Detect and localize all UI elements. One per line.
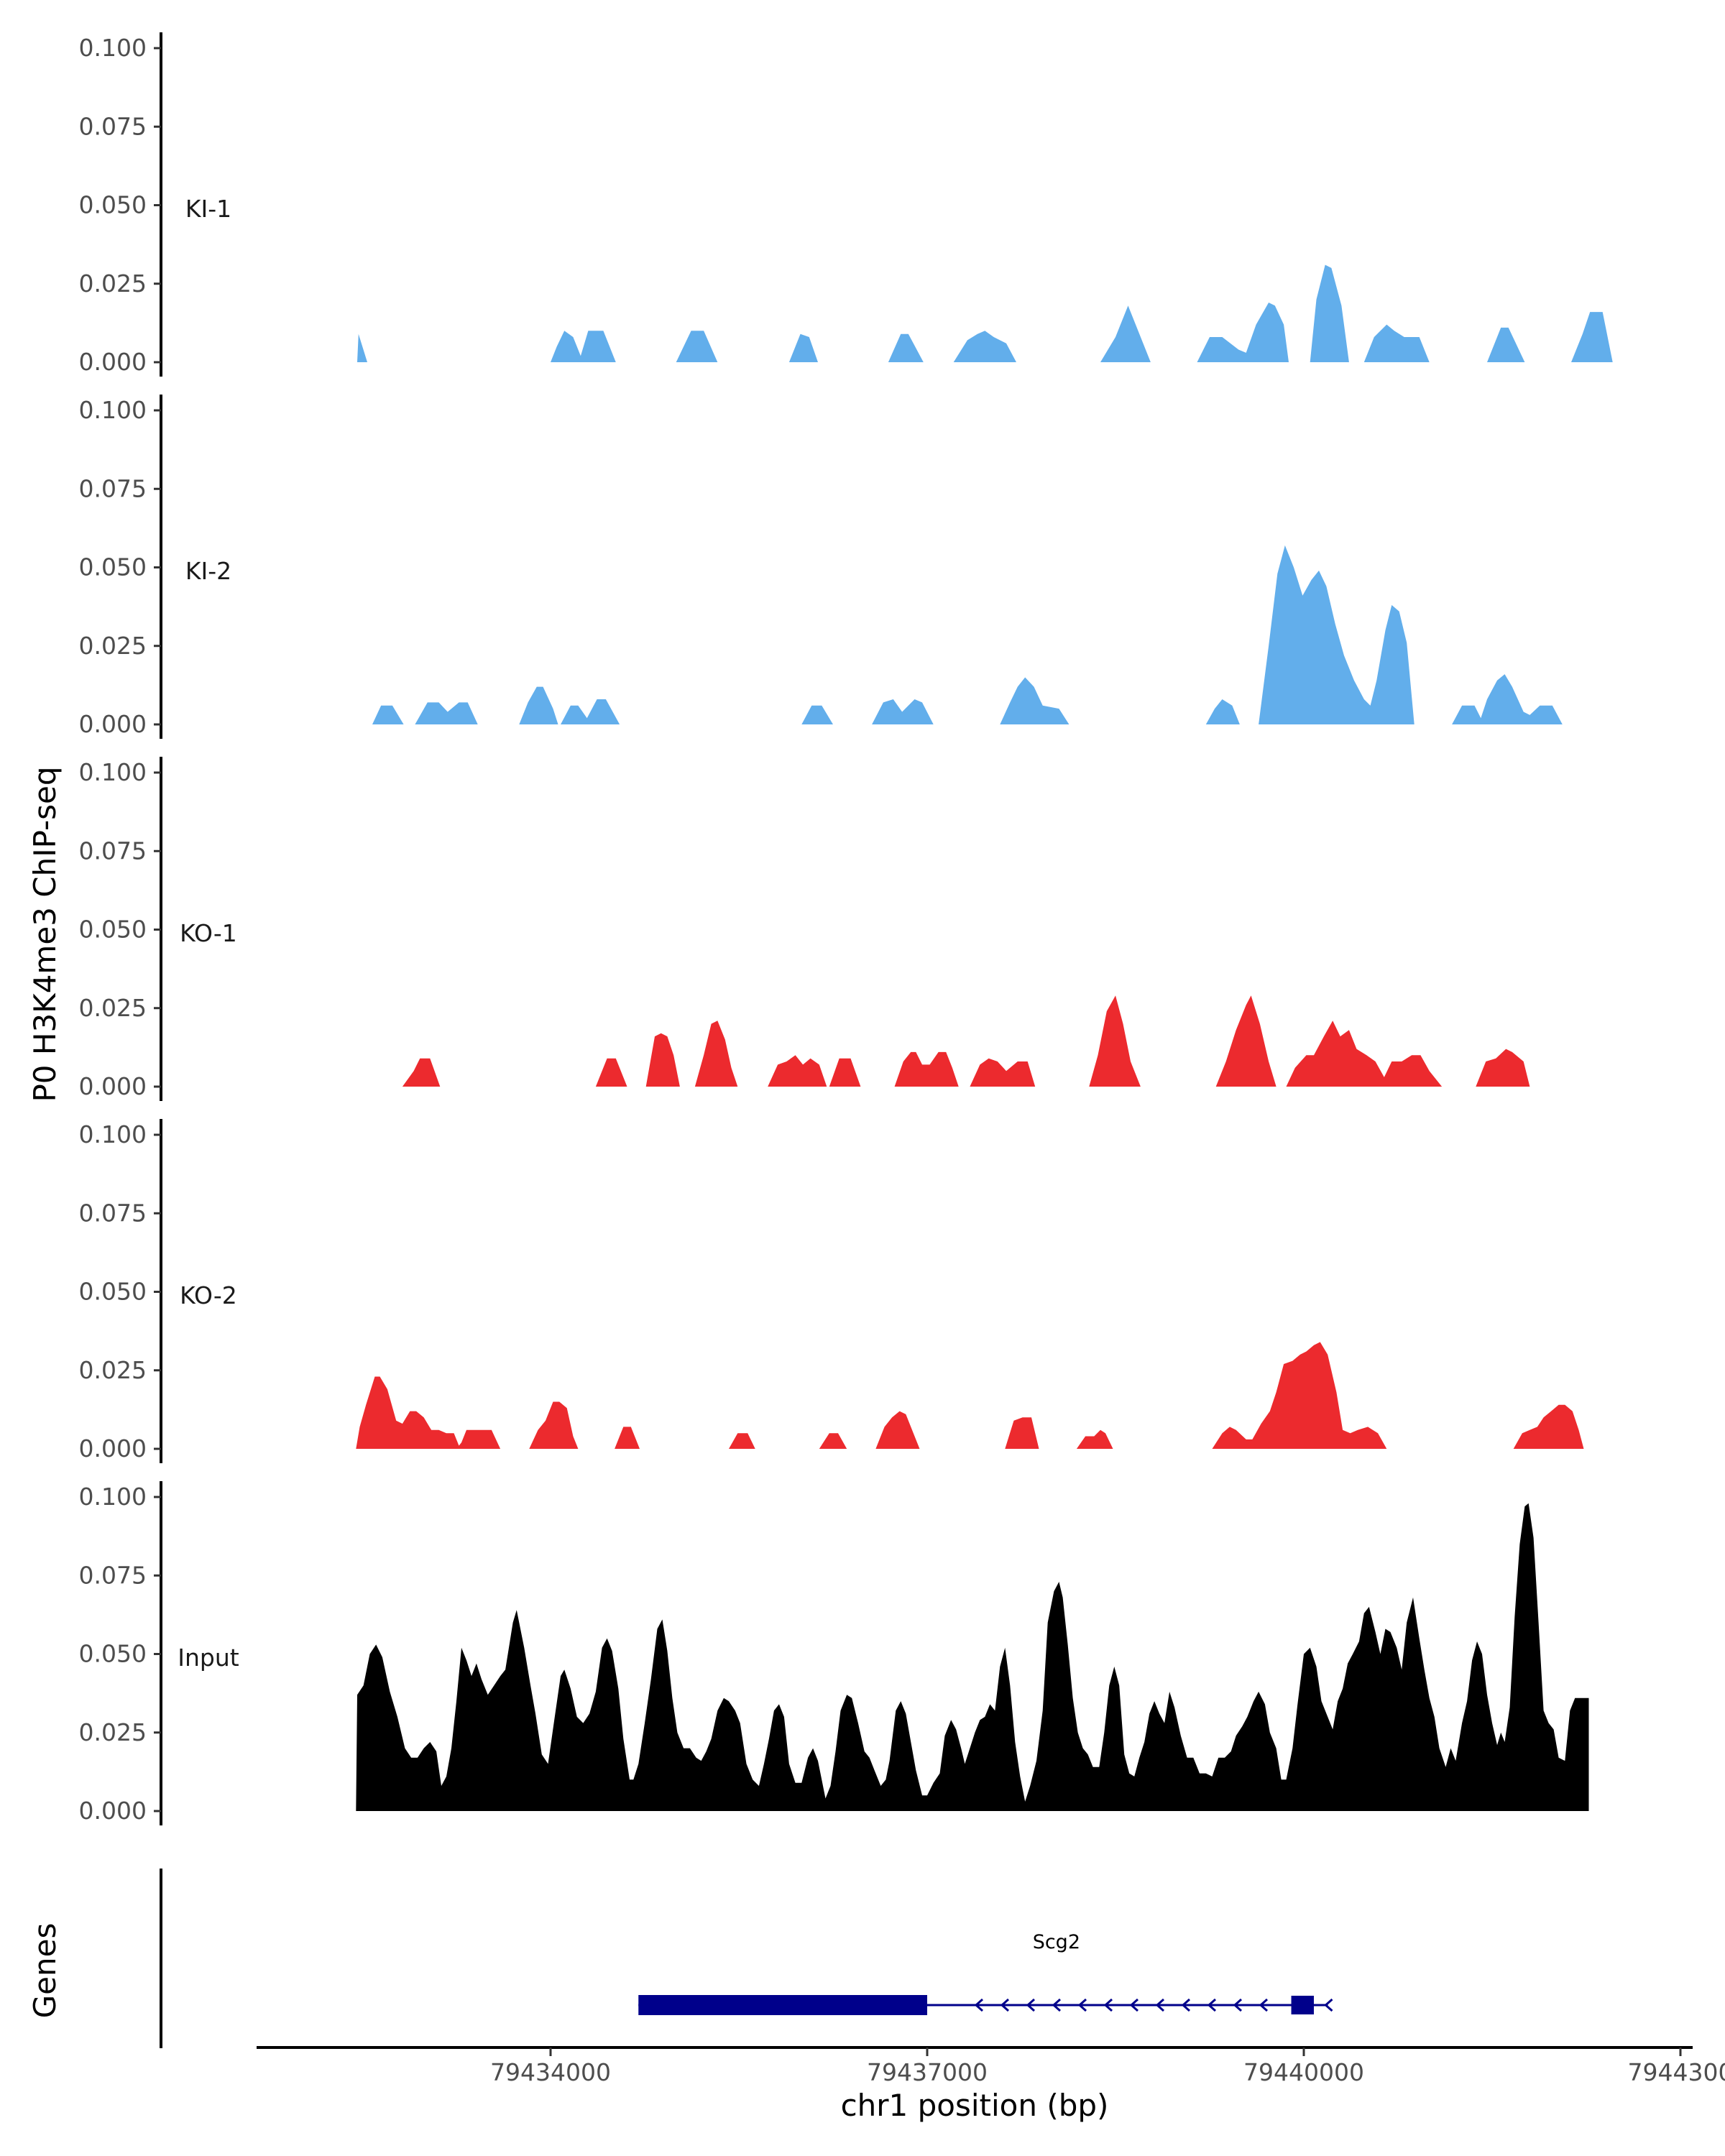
- x-axis: 79434000 79437000 79440000 7944300: [257, 2046, 1725, 2086]
- strand-arrow: [1233, 1998, 1242, 2012]
- strand-arrow: [1129, 1998, 1138, 2012]
- y-tick-label: 0.000: [79, 1797, 147, 1825]
- y-tick-label: 0.075: [79, 474, 147, 502]
- track-ki-1: 0.000 0.025 0.050 0.075 0.100 KI-1: [79, 32, 1613, 377]
- genes-track: Genes Scg2: [27, 1869, 1333, 2048]
- y-tick-label: 0.025: [79, 994, 147, 1022]
- track-label: KI-1: [185, 195, 231, 223]
- strand-arrow: [1077, 1998, 1087, 2012]
- strand-arrow: [1259, 1998, 1268, 2012]
- strand-arrow: [1052, 1998, 1061, 2012]
- track-label: KO-2: [180, 1281, 237, 1309]
- y-tick-label: 0.100: [79, 396, 147, 424]
- signal-area-ko-2: [356, 1342, 1584, 1449]
- track-ko-1: 0.000 0.025 0.050 0.075 0.100 KO-1: [79, 757, 1530, 1101]
- y-tick-label: 0.050: [79, 916, 147, 944]
- y-tick-label: 0.075: [79, 1561, 147, 1589]
- y-tick-label: 0.075: [79, 1199, 147, 1227]
- y-tick-label: 0.100: [79, 1120, 147, 1148]
- y-tick-label: 0.025: [79, 270, 147, 298]
- x-tick-label: 79434000: [490, 2058, 611, 2086]
- track-input: 0.000 0.025 0.050 0.075 0.100 Input: [79, 1481, 1589, 1825]
- signal-area-ki-1: [357, 264, 1613, 362]
- y-tick-label: 0.000: [79, 348, 147, 376]
- strand-arrow: [1103, 1998, 1113, 2012]
- y-tick-label: 0.000: [79, 710, 147, 738]
- x-tick-label: 79437000: [867, 2058, 988, 2086]
- y-tick-label: 0.025: [79, 1718, 147, 1746]
- y-tick-label: 0.025: [79, 632, 147, 660]
- y-tick-label: 0.000: [79, 1434, 147, 1462]
- strand-arrow: [1324, 1998, 1333, 2012]
- x-tick-label: 7944300: [1628, 2058, 1725, 2086]
- y-tick-label: 0.025: [79, 1356, 147, 1384]
- y-tick-label: 0.075: [79, 837, 147, 865]
- track-label: KI-2: [185, 557, 231, 585]
- strand-arrow: [1155, 1998, 1164, 2012]
- x-axis-title: chr1 position (bp): [841, 2088, 1109, 2123]
- strand-arrow: [1181, 1998, 1190, 2012]
- signal-area-ko-1: [402, 995, 1530, 1087]
- y-tick-label: 0.100: [79, 34, 147, 62]
- signal-area-input: [356, 1503, 1589, 1811]
- track-ki-2: 0.000 0.025 0.050 0.075 0.100 KI-2: [79, 395, 1563, 739]
- signal-area-ki-2: [372, 545, 1563, 724]
- gene-utr-exon: [1291, 1996, 1314, 2014]
- y-tick-label: 0.050: [79, 553, 147, 581]
- track-label: Input: [178, 1644, 239, 1672]
- gene-coding-exon: [638, 1995, 927, 2015]
- y-tick-label: 0.100: [79, 1483, 147, 1511]
- y-tick-label: 0.050: [79, 191, 147, 219]
- strand-arrow: [1000, 1998, 1009, 2012]
- track-ko-2: 0.000 0.025 0.050 0.075 0.100 KO-2: [79, 1119, 1584, 1463]
- y-tick-label: 0.050: [79, 1278, 147, 1306]
- genes-title: Genes: [27, 1923, 63, 2019]
- gene-name-label: Scg2: [1033, 1931, 1080, 1953]
- strand-arrow: [1207, 1998, 1216, 2012]
- y-tick-label: 0.050: [79, 1640, 147, 1668]
- strand-arrow: [1026, 1998, 1035, 2012]
- y-tick-label: 0.000: [79, 1072, 147, 1100]
- tracks-layer: 0.0000.0250.0500.0750.100KI-10.0000.0250…: [79, 32, 1613, 1825]
- track-label: KO-1: [180, 919, 237, 947]
- y-tick-label: 0.075: [79, 112, 147, 140]
- y-tick-label: 0.100: [79, 758, 147, 786]
- strand-arrow: [974, 1998, 983, 2012]
- x-tick-label: 79440000: [1243, 2058, 1364, 2086]
- y-axis-title: P0 H3K4me3 ChIP-seq: [27, 766, 63, 1102]
